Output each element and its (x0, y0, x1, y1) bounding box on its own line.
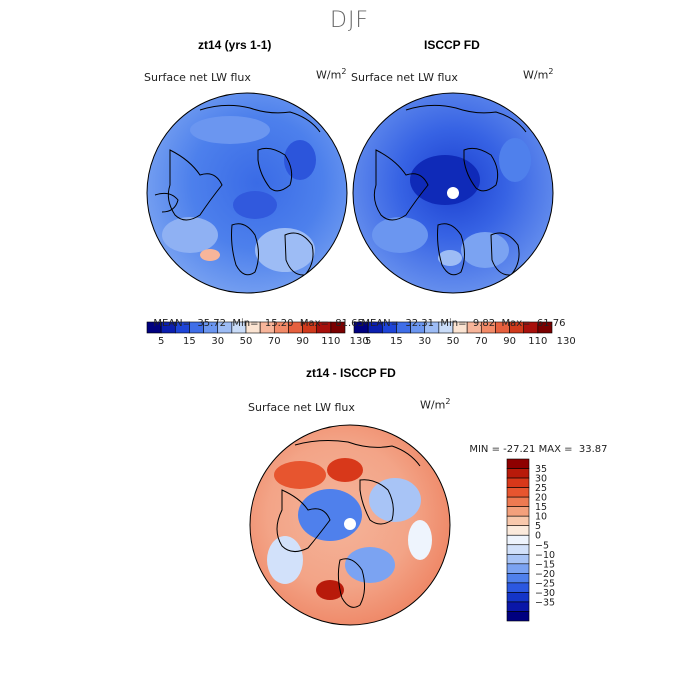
colorbar-tick-label: −10 (535, 550, 555, 561)
map-3-pole-hole (344, 518, 356, 530)
colorbar-swatch (506, 477, 530, 488)
colorbar-swatch (506, 506, 530, 517)
colorbar-swatch (506, 582, 530, 593)
colorbar-tick-label: 130 (557, 336, 576, 347)
colorbar-tick-label: 20 (535, 493, 547, 504)
colorbar-tick-label: 35 (535, 464, 547, 475)
map-2-pole-hole (447, 187, 459, 199)
colorbar-tick-label: 130 (350, 336, 369, 347)
map-3-coastlines (276, 440, 421, 608)
colorbar-tick-label: −25 (535, 578, 555, 589)
colorbar-tick-label: 10 (535, 512, 547, 523)
colorbar-swatch (506, 601, 530, 612)
panel-2-field-label: Surface net LW flux (351, 71, 458, 84)
panel-3-stats: MIN = -27.21 MAX = 33.87 (469, 444, 608, 455)
colorbar-tick-label: 5 (158, 336, 164, 347)
panel-1-title: zt14 (yrs 1-1) (198, 38, 272, 52)
colorbar-tick-label: 15 (183, 336, 196, 347)
panel-2-stats: MEAN= 32.31 Min= 9.82 Max= 61.76 (361, 318, 566, 329)
panel-1-units: W/m2 (316, 67, 347, 82)
map-1-zt14 (147, 93, 347, 293)
colorbar-tick-label: 5 (365, 336, 371, 347)
colorbar-swatch (506, 534, 530, 546)
panel-3-field-label: Surface net LW flux (248, 401, 355, 414)
colorbar-swatch (506, 573, 530, 584)
colorbar-tick-label: −30 (535, 588, 555, 599)
colorbar-swatch (506, 563, 530, 574)
colorbar-swatch (506, 468, 530, 479)
colorbar-panel-1: 5 15 30 50 70 90 110 130 (146, 321, 369, 347)
colorbar-swatch (506, 525, 530, 536)
colorbar-tick-label: 25 (535, 483, 547, 494)
panel-2-units: W/m2 (523, 67, 554, 82)
colorbar-tick-label: 110 (528, 336, 547, 347)
colorbar-tick-label: 30 (211, 336, 224, 347)
colorbar-tick-label: 90 (296, 336, 309, 347)
colorbar-tick-label: −5 (535, 540, 549, 551)
colorbar-tick-label: 110 (321, 336, 340, 347)
colorbar-swatch (506, 592, 530, 603)
colorbar-tick-label: 30 (418, 336, 431, 347)
colorbar-swatch (330, 321, 346, 334)
panel-3-units: W/m2 (420, 397, 451, 412)
colorbar-tick-label: 70 (475, 336, 488, 347)
colorbar-tick-label: 50 (447, 336, 460, 347)
colorbar-tick-label: −35 (535, 597, 555, 608)
panel-3-title: zt14 - ISCCP FD (306, 366, 396, 380)
colorbar-swatch (506, 515, 530, 527)
colorbar-tick-label: 15 (390, 336, 403, 347)
colorbar-swatch (506, 487, 530, 498)
colorbar-swatch (506, 611, 530, 622)
colorbar-tick-label: −15 (535, 559, 555, 570)
panel-1-stats: MEAN= 35.72 Min= 15.20 Max= 81.65 (153, 318, 364, 329)
season-title: DJF (330, 8, 370, 33)
colorbar-tick-label: 0 (535, 531, 541, 542)
colorbar-tick-label: −20 (535, 569, 555, 580)
colorbar-tick-label: 30 (535, 474, 547, 485)
colorbar-tick-label: 15 (535, 502, 547, 513)
colorbar-tick-label: 70 (268, 336, 281, 347)
map-2-coastlines (373, 104, 527, 276)
colorbar-swatch (506, 544, 530, 555)
map-1-coastlines (154, 104, 321, 276)
panel-2-title: ISCCP FD (424, 38, 480, 52)
colorbar-swatch (506, 496, 530, 507)
colorbar-tick-label: 5 (535, 521, 541, 532)
colorbar-swatch (506, 458, 530, 469)
colorbar-swatch (537, 321, 553, 334)
panel-1-field-label: Surface net LW flux (144, 71, 251, 84)
colorbar-swatch (506, 553, 530, 565)
colorbar-tick-label: 90 (503, 336, 516, 347)
colorbar-tick-label: 50 (240, 336, 253, 347)
colorbar-panel-2: 5 15 30 50 70 90 110 130 (353, 321, 576, 347)
